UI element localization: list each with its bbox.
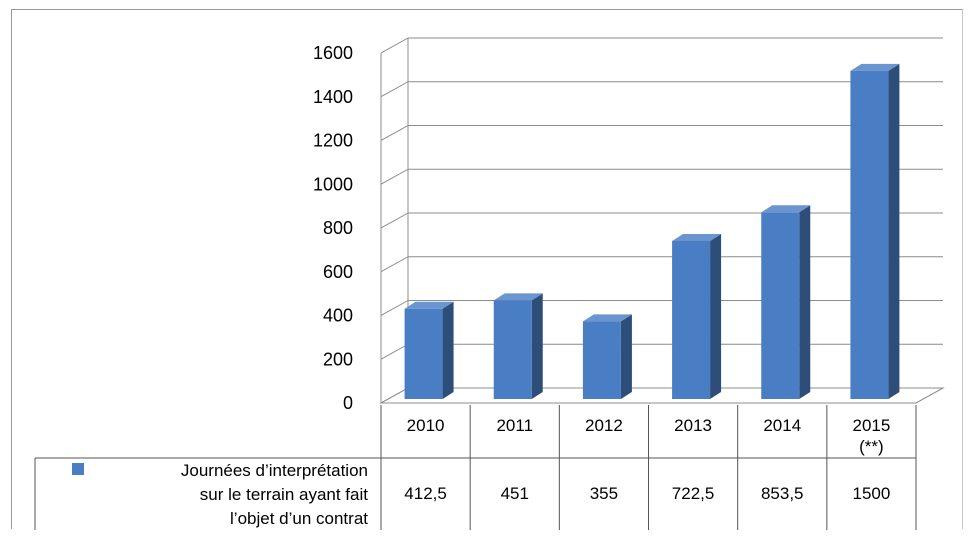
category-label: 2012 [585, 416, 623, 435]
gridline-side [380, 343, 409, 360]
floor-edge [915, 387, 944, 404]
bar [672, 240, 711, 399]
gridline-side [380, 81, 409, 98]
category-label: 2013 [674, 416, 712, 435]
gridline-side [380, 212, 409, 229]
bar-top [582, 314, 632, 322]
bar [582, 321, 621, 399]
bar-top [404, 301, 454, 309]
category-note: (**) [859, 437, 884, 456]
gridline-side [380, 256, 409, 273]
bar-top [672, 233, 722, 241]
y-tick-label: 1400 [313, 87, 353, 107]
category-label: 2015 [853, 416, 891, 435]
category-label: 2014 [763, 416, 801, 435]
bar-top [761, 205, 811, 213]
bar-top [493, 293, 543, 301]
bar [850, 70, 889, 399]
value-label: 355 [590, 484, 618, 503]
legend-label: sur le terrain ayant fait [200, 485, 368, 504]
category-label: 2011 [496, 416, 533, 435]
value-label: 1500 [853, 484, 891, 503]
y-tick-label: 1600 [313, 43, 353, 63]
gridline-side [380, 125, 409, 141]
y-tick-label: 800 [323, 218, 353, 238]
value-label: 412,5 [404, 484, 447, 503]
legend-label: Journées d’interprétation [181, 461, 368, 480]
gridline-side [380, 37, 409, 54]
bar [493, 300, 532, 399]
bar-side [888, 63, 900, 399]
legend-label: l’objet d’un contrat [230, 509, 368, 528]
bar-top [850, 63, 900, 71]
bar-side [620, 314, 632, 399]
value-label: 451 [501, 484, 529, 503]
value-label: 722,5 [672, 484, 715, 503]
value-label: 853,5 [761, 484, 804, 503]
category-label: 2010 [407, 416, 445, 435]
gridline-side [380, 168, 409, 185]
y-tick-label: 1200 [313, 131, 353, 151]
y-tick-label: 1000 [313, 174, 353, 194]
gridline-side [380, 300, 409, 316]
chart-frame [11, 9, 963, 529]
y-tick-label: 600 [323, 262, 353, 282]
y-tick-label: 200 [323, 349, 353, 369]
legend-swatch [72, 463, 84, 475]
bar-side [710, 233, 722, 399]
bar-side [531, 293, 543, 399]
y-tick-label: 0 [343, 393, 353, 413]
bar-side [799, 205, 811, 399]
bar [761, 212, 800, 399]
bar [404, 308, 443, 399]
bar-side [442, 301, 454, 399]
y-tick-label: 400 [323, 306, 353, 326]
